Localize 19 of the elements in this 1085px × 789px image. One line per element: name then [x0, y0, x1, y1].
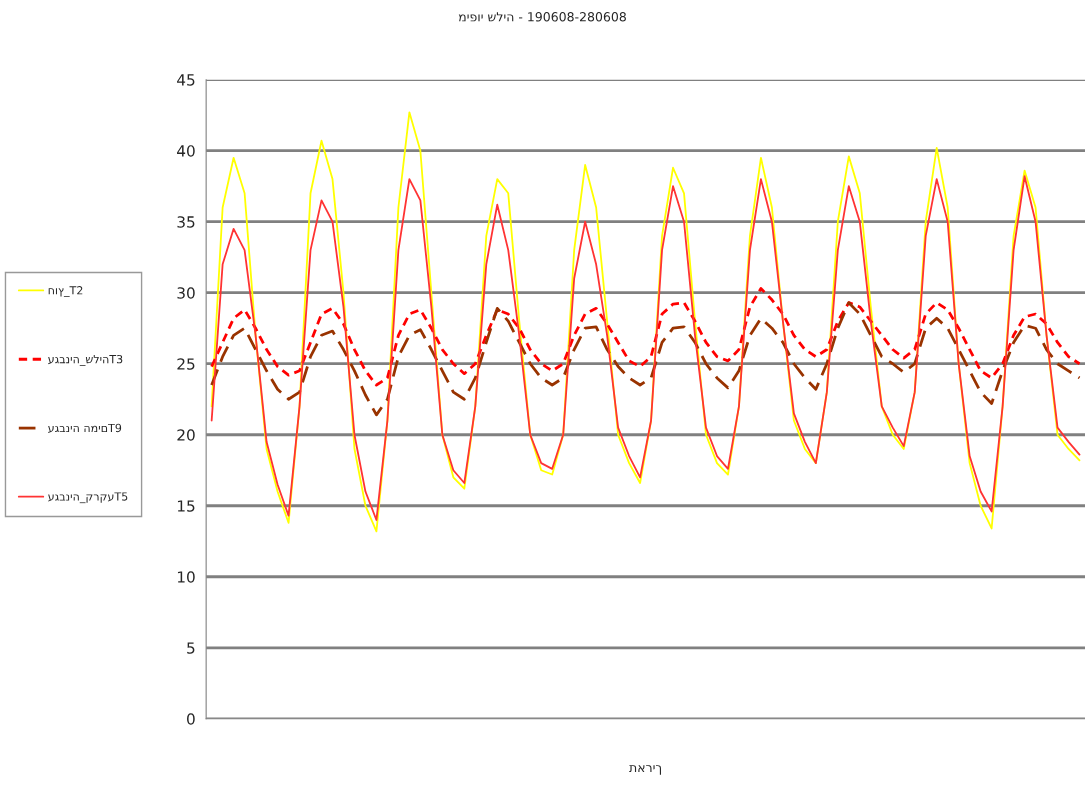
y-tick-label: 35 — [177, 216, 195, 228]
legend-label: עגבניה המיםT9 — [48, 423, 122, 434]
line-series — [210, 287, 1081, 387]
y-tick-label: 15 — [177, 500, 195, 512]
y-tick-label: 0 — [187, 713, 195, 725]
y-tick-label: 20 — [177, 429, 195, 441]
legend-label: עגבניה_שליהT3 — [48, 354, 123, 366]
y-tick-label: 40 — [177, 145, 195, 157]
y-tick-label: 30 — [177, 287, 195, 299]
y-tick-label: 10 — [177, 571, 195, 583]
x-axis-title: תאריך — [629, 765, 662, 775]
y-tick-label: 45 — [177, 74, 195, 86]
line-series — [210, 175, 1081, 521]
legend-label: עגבניה_קרקעT5 — [48, 492, 128, 504]
line-series — [210, 301, 1081, 417]
chart-title: מיפוי שליה - 190608-280608 — [458, 12, 626, 22]
legend-label: חוץ_T2 — [48, 286, 83, 297]
y-tick-label: 5 — [187, 642, 195, 654]
y-tick-label: 25 — [177, 358, 195, 370]
